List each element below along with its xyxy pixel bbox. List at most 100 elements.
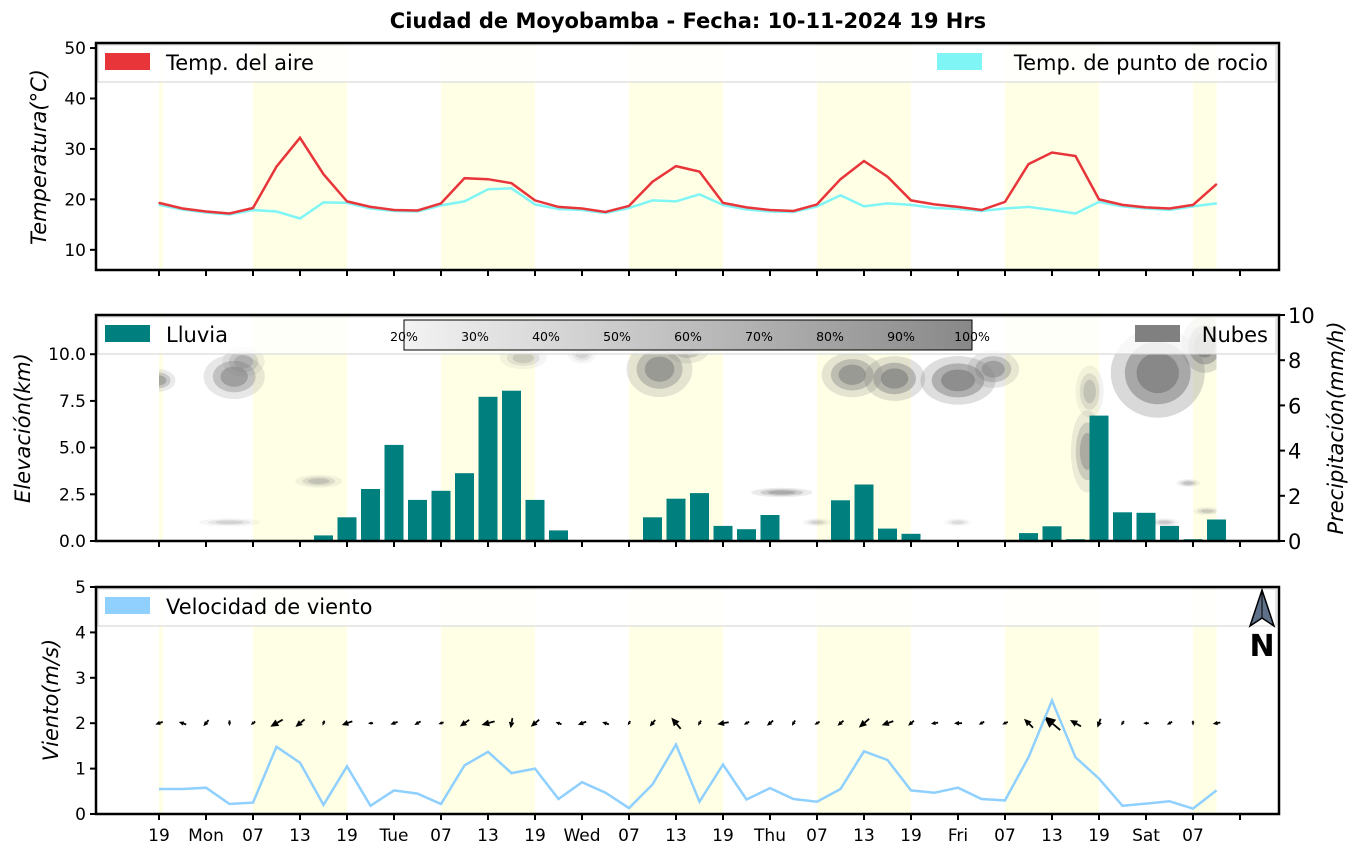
air-temp-point (369, 206, 372, 208)
north-arrow-icon (1248, 587, 1276, 628)
precipitation-y-axis: 0 2 4 6 8 10 (1279, 304, 1315, 554)
cloud-contour (159, 369, 176, 392)
dew-point-point (886, 202, 889, 205)
x-tick-label: 07 (618, 826, 640, 846)
wind-arrow-shaft (770, 719, 774, 724)
air-temp-point (252, 207, 254, 209)
cloud-contour (948, 519, 968, 526)
x-tick-label: 19 (712, 826, 734, 846)
cloud-contour (308, 478, 330, 485)
cloud-colorbar-labels: 20% 30% 40% 50% 60% 70% 80% 90% 100% (390, 329, 990, 344)
x-tick-label: 07 (242, 826, 264, 846)
air-temp-point (228, 212, 231, 215)
wind-arrow-shaft (606, 722, 610, 726)
cloud-contour (880, 368, 909, 389)
cloud-contour (951, 520, 965, 525)
colorbar-label: 30% (461, 329, 489, 344)
wind-series (159, 697, 1218, 810)
precipitation-y-label: Precipitación(mm/h) (1324, 321, 1348, 534)
x-tick-label: 13 (477, 826, 499, 846)
rain-bar (408, 499, 427, 541)
wind-arrow-head (978, 721, 984, 725)
wind-arrow-head (649, 720, 655, 727)
wind-legend (97, 588, 1277, 627)
rain-bar (1089, 415, 1109, 541)
wind-arrow-shaft (1075, 722, 1082, 728)
legend-swatch-dew-point (937, 53, 982, 70)
x-tick-label: 19 (336, 826, 358, 846)
legend-label-wind: Velocidad de viento (166, 595, 372, 619)
air-temp-point (557, 206, 560, 208)
dew-point-point (322, 201, 325, 204)
wind-arrow-head (1121, 721, 1125, 726)
wind-arrow-head (766, 720, 773, 726)
cloud-contour (159, 372, 171, 389)
wind-arrow-shaft (864, 718, 870, 724)
cloud-contour (215, 520, 244, 525)
day-shade-band (159, 315, 163, 541)
air-temp-point (839, 178, 842, 180)
wind-arrow-head (367, 721, 372, 725)
wind-arrow-shaft (322, 720, 326, 723)
cloud-contour (1150, 518, 1179, 527)
temperature-legend (97, 44, 1277, 83)
wind-arrow-head (508, 721, 515, 729)
rain-bar (431, 490, 451, 541)
air-temp-point (158, 202, 160, 204)
cloud-contour (295, 474, 343, 488)
dew-point-line (158, 187, 1217, 220)
wind-arrow-head (881, 719, 890, 726)
cloud-contour (644, 356, 675, 382)
dew-point-point (557, 208, 560, 210)
wind-arrow-head (270, 719, 280, 727)
rain-bar (502, 390, 521, 541)
y-tick-label: 40 (64, 89, 86, 109)
cloud-contour (768, 490, 796, 495)
x-tick-label: Mon (188, 826, 224, 846)
legend-label-clouds: Nubes (1202, 323, 1268, 347)
air-temp-point (510, 182, 513, 184)
air-temp-point (604, 211, 607, 213)
cloud-contour (220, 366, 248, 387)
temperature-series (158, 135, 1218, 220)
dew-point-point (252, 209, 254, 211)
wind-arrow-head (295, 720, 303, 727)
cloud-contour (1183, 481, 1194, 485)
x-tick-label: Sat (1132, 826, 1160, 846)
air-temp-point (769, 209, 771, 211)
y-right-tick-label: 10 (1288, 304, 1315, 328)
rain-bar (478, 396, 498, 541)
x-tick-label: Fri (948, 826, 968, 846)
precipitation-panel: 0.0 2.5 5.0 7.5 10.0 0 2 4 6 8 10 Lluvia Nubes 20… (11, 304, 1348, 554)
x-tick-label: 07 (806, 826, 828, 846)
wind-arrow-shaft (205, 719, 210, 723)
wind-arrow-head (930, 721, 936, 726)
cloud-contour (807, 519, 827, 526)
air-temp-point (205, 210, 207, 213)
dew-point-point (839, 194, 842, 197)
wind-arrow-shaft (582, 720, 587, 724)
rain-bar (831, 500, 850, 541)
air-temp-point (1168, 207, 1171, 210)
rain-bar (666, 498, 686, 541)
cloud-contour (1136, 352, 1179, 394)
y-right-tick-label: 8 (1288, 349, 1301, 373)
cloud-contour (208, 519, 251, 526)
air-temp-point (1215, 183, 1218, 185)
cloud-contour (1154, 519, 1175, 526)
cloud-contour (838, 364, 866, 385)
legend-label-dew-point: Temp. de punto de rocio (1013, 51, 1268, 75)
cloud-colorbar (403, 319, 973, 351)
air-temp-point (722, 202, 724, 204)
wind-arrow-shaft (464, 719, 470, 724)
wind-arrow-head (1024, 718, 1032, 727)
x-tick-label: 19 (524, 826, 546, 846)
air-temp-point (886, 175, 889, 178)
wind-arrow-shaft (699, 720, 702, 723)
air-temp-point (933, 203, 936, 206)
wind-arrow-head (791, 721, 796, 726)
air-temp-point (910, 199, 912, 202)
air-temp-point (275, 165, 278, 168)
wind-frame (94, 585, 1281, 816)
legend-swatch-clouds (1135, 325, 1180, 342)
